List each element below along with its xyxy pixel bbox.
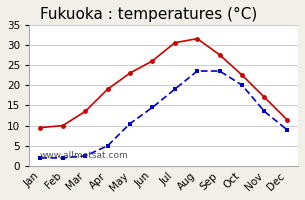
Text: www.allmetsat.com: www.allmetsat.com <box>40 151 129 160</box>
Text: Fukuoka : temperatures (°C): Fukuoka : temperatures (°C) <box>40 7 257 22</box>
